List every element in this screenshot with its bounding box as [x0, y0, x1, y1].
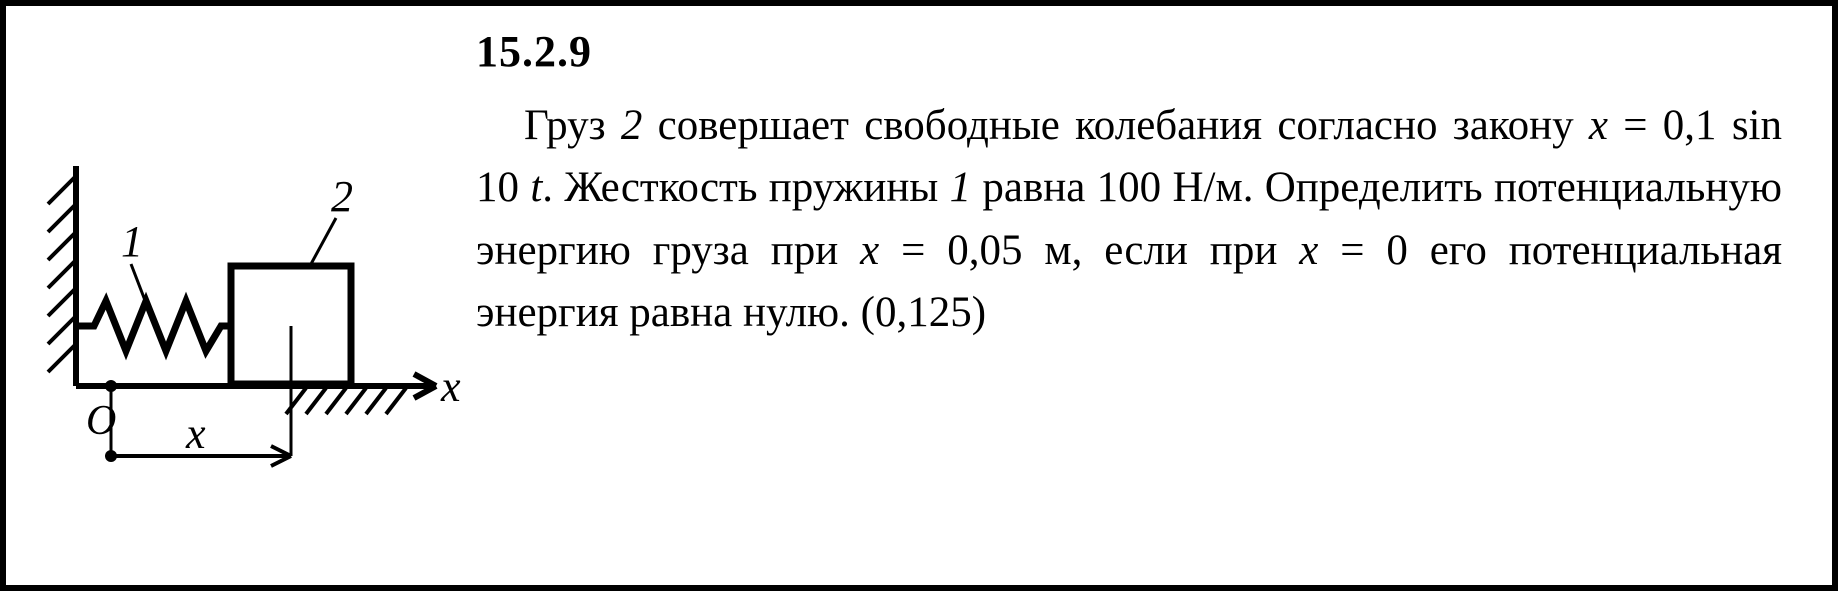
figure-origin-label: O: [86, 398, 116, 444]
spring-mass-diagram: 1 2 O x x: [36, 156, 466, 516]
body-eq1-t: t: [530, 164, 542, 211]
body-eq2-x: x: [860, 227, 879, 274]
body-text: Груз: [524, 102, 621, 149]
body-eq3-x: x: [1299, 227, 1318, 274]
figure-spring-label: 1: [121, 217, 143, 266]
figure-block-label: 2: [331, 172, 353, 221]
text-column: 15.2.9 Груз 2 совершает свободные колеба…: [466, 26, 1792, 344]
figure-dimension-label: x: [185, 409, 206, 458]
figure-axis-label: x: [440, 362, 461, 411]
body-eq1-x: x: [1589, 102, 1608, 149]
problem-number: 15.2.9: [476, 26, 1782, 77]
figure-column: 1 2 O x x: [36, 26, 466, 516]
body-text: . Жесткость пружины: [542, 164, 949, 211]
body-object-1: 1: [950, 164, 972, 211]
body-text: совершает свободные колебания согласно з…: [642, 102, 1589, 149]
body-eq2-rest: = 0,05 м, если при: [879, 227, 1299, 274]
body-object-2: 2: [621, 102, 643, 149]
problem-body: Груз 2 совершает свободные колебания сог…: [476, 95, 1782, 344]
problem-page: 1 2 O x x 15.2.9 Груз: [0, 0, 1838, 591]
